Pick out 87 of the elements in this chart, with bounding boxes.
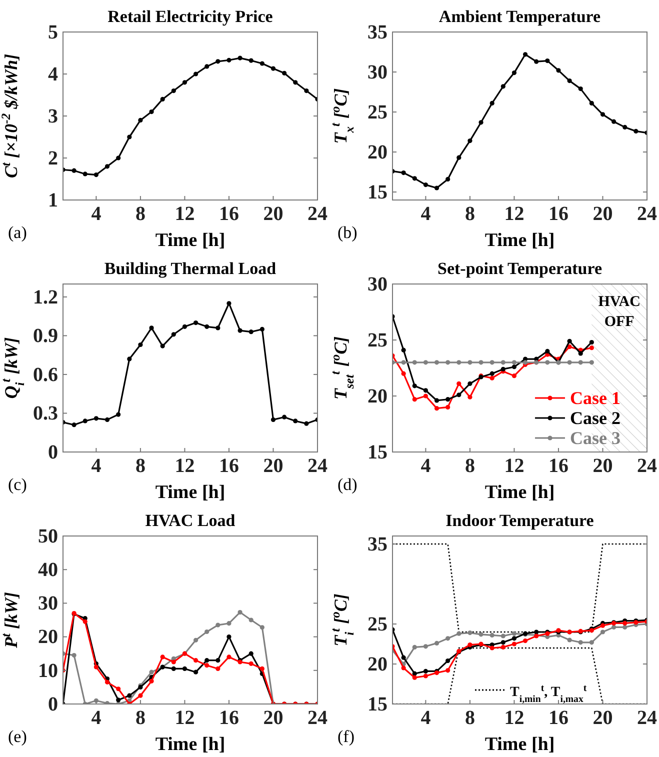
x-tick-label: 12 — [504, 707, 524, 730]
x-tick-label: 16 — [548, 455, 568, 478]
x-tick-label: 4 — [420, 203, 431, 226]
x-tick-label: 8 — [464, 455, 475, 478]
x-tick-label: 16 — [548, 203, 568, 226]
y-tick-label: 15 — [368, 693, 388, 716]
y-tick-label: 0.6 — [33, 364, 58, 386]
x-tick-label: 24 — [308, 707, 328, 730]
x-tick-label: 20 — [592, 707, 613, 730]
y-tick-label: 30 — [38, 592, 58, 615]
x-tick-label: 12 — [174, 455, 195, 478]
x-tick-label: 20 — [263, 203, 284, 226]
y-tick-label: 0 — [48, 441, 58, 464]
y-tick-label: 4 — [48, 63, 58, 86]
x-tick-label: 24 — [637, 203, 657, 226]
x-tick-label: 12 — [504, 203, 524, 226]
x-tick-label: 4 — [91, 707, 102, 730]
x-tick-label: 8 — [135, 455, 146, 478]
x-tick-label: 16 — [218, 707, 239, 730]
x-axis-title: Time [h] — [155, 230, 226, 251]
y-tick-label: 15 — [368, 441, 388, 464]
x-tick-label: 16 — [218, 203, 239, 226]
y-tick-label: 15 — [368, 181, 388, 204]
y-tick-label: 30 — [368, 273, 388, 296]
x-tick-label: 8 — [135, 203, 146, 226]
y-tick-label: 1.2 — [33, 286, 58, 308]
text: (f) — [338, 727, 354, 746]
x-tick-label: 8 — [464, 707, 475, 730]
y-tick-label: 0 — [48, 693, 58, 716]
x-tick-label: 8 — [135, 707, 146, 730]
y-tick-label: 20 — [368, 653, 388, 676]
y-tick-label: 0.3 — [33, 402, 58, 425]
x-tick-label: 12 — [174, 203, 195, 226]
y-tick-label: 35 — [368, 21, 388, 44]
y-tick-label: 1 — [48, 189, 58, 212]
y-tick-label: 3 — [48, 105, 58, 128]
x-axis-title: Time [h] — [484, 734, 555, 755]
x-tick-label: 16 — [548, 707, 568, 730]
chart-title: Retail Electricity Price — [108, 7, 274, 26]
y-tick-label: 20 — [368, 385, 388, 408]
x-tick-label: 8 — [464, 203, 475, 226]
x-tick-label: 24 — [637, 707, 657, 730]
y-tick-label: 20 — [38, 626, 58, 648]
text: (b) — [338, 223, 358, 242]
chart-title: Building Thermal Load — [104, 259, 277, 278]
y-tick-label: 0.9 — [33, 325, 58, 348]
y-tick-label: 30 — [368, 61, 388, 84]
y-tick-label: 25 — [368, 101, 388, 124]
chart-title: Set-point Temperature — [438, 259, 602, 278]
x-tick-label: 24 — [637, 455, 657, 478]
y-tick-label: 5 — [48, 21, 58, 44]
legend-label: Case 1 — [570, 388, 620, 408]
y-tick-label: 35 — [368, 533, 388, 556]
legend-label: Case 3 — [570, 428, 620, 448]
y-tick-label: 2 — [48, 147, 58, 170]
text: (c) — [8, 475, 27, 494]
x-tick-label: 20 — [263, 455, 284, 478]
x-axis-title: Time [h] — [155, 734, 226, 755]
legend-label: Case 2 — [570, 408, 620, 428]
y-tick-label: 25 — [368, 613, 388, 636]
x-axis-title: Time [h] — [484, 482, 555, 503]
x-tick-label: 4 — [91, 455, 102, 478]
x-tick-label: 4 — [91, 203, 102, 226]
x-axis-title: Time [h] — [484, 230, 555, 251]
x-tick-label: 4 — [420, 455, 431, 478]
y-tick-label: 20 — [368, 141, 388, 164]
x-tick-label: 24 — [308, 455, 328, 478]
x-tick-label: 4 — [420, 707, 431, 730]
x-tick-label: 20 — [592, 455, 613, 478]
x-tick-label: 20 — [592, 203, 613, 226]
y-tick-label: 10 — [38, 660, 58, 682]
y-tick-label: 50 — [38, 525, 58, 548]
x-tick-label: 12 — [174, 707, 195, 730]
y-tick-label: 25 — [368, 329, 388, 352]
chart-title: Indoor Temperature — [446, 511, 594, 530]
x-tick-label: 12 — [504, 455, 524, 478]
text: (a) — [8, 223, 27, 242]
x-tick-label: 16 — [218, 455, 239, 478]
x-axis-title: Time [h] — [155, 482, 226, 503]
chart-title: Ambient Temperature — [438, 7, 602, 26]
x-tick-label: 24 — [308, 203, 328, 226]
y-tick-label: 40 — [38, 559, 58, 581]
text: (e) — [8, 727, 27, 746]
text: (d) — [338, 475, 358, 494]
band-label: HVAC OFF — [598, 294, 640, 330]
chart-title: HVAC Load — [145, 511, 236, 530]
x-tick-label: 20 — [263, 707, 284, 730]
